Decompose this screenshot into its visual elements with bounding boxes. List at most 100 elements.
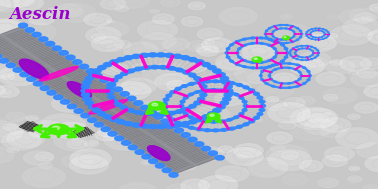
Circle shape	[323, 111, 333, 116]
Circle shape	[229, 127, 235, 130]
Circle shape	[220, 76, 229, 81]
Circle shape	[308, 30, 310, 31]
Circle shape	[208, 112, 216, 116]
Circle shape	[119, 99, 143, 111]
Circle shape	[151, 112, 158, 116]
Ellipse shape	[40, 66, 78, 81]
Circle shape	[283, 36, 290, 40]
Circle shape	[353, 12, 377, 24]
Circle shape	[301, 45, 303, 46]
Circle shape	[350, 70, 378, 88]
Circle shape	[0, 0, 12, 11]
Circle shape	[88, 105, 97, 109]
Circle shape	[280, 39, 282, 40]
Circle shape	[238, 57, 241, 58]
Circle shape	[66, 139, 88, 150]
Circle shape	[142, 154, 151, 159]
Circle shape	[111, 99, 118, 103]
Circle shape	[115, 103, 122, 106]
Circle shape	[270, 78, 272, 80]
Circle shape	[117, 57, 125, 62]
Circle shape	[173, 54, 182, 58]
Circle shape	[149, 125, 157, 129]
Circle shape	[268, 66, 271, 67]
Circle shape	[290, 50, 291, 51]
Circle shape	[39, 113, 87, 136]
Circle shape	[315, 37, 316, 38]
Circle shape	[127, 96, 136, 101]
Circle shape	[108, 95, 115, 99]
Circle shape	[0, 84, 7, 96]
Circle shape	[170, 91, 176, 94]
Circle shape	[281, 83, 283, 84]
Circle shape	[121, 77, 157, 95]
Polygon shape	[0, 26, 218, 174]
Circle shape	[181, 133, 190, 137]
Circle shape	[315, 39, 316, 40]
Circle shape	[313, 36, 314, 37]
Circle shape	[249, 89, 255, 92]
Circle shape	[53, 3, 84, 18]
Circle shape	[338, 55, 372, 72]
Circle shape	[181, 85, 187, 88]
Circle shape	[68, 154, 110, 175]
Circle shape	[19, 23, 28, 28]
Circle shape	[328, 154, 343, 161]
Circle shape	[195, 60, 204, 64]
Circle shape	[296, 28, 299, 29]
Circle shape	[309, 49, 311, 50]
Circle shape	[0, 85, 20, 98]
Circle shape	[165, 124, 174, 128]
Circle shape	[94, 122, 104, 127]
Circle shape	[325, 30, 327, 31]
Circle shape	[115, 75, 122, 79]
Circle shape	[369, 3, 378, 12]
Circle shape	[106, 87, 113, 90]
Circle shape	[148, 9, 160, 14]
Circle shape	[324, 146, 355, 162]
Circle shape	[214, 165, 250, 183]
Circle shape	[254, 92, 259, 95]
Circle shape	[113, 87, 122, 92]
Circle shape	[261, 79, 264, 81]
Circle shape	[38, 162, 54, 170]
Circle shape	[254, 58, 257, 60]
Circle shape	[290, 38, 291, 39]
Circle shape	[274, 69, 277, 70]
Circle shape	[0, 38, 36, 59]
Circle shape	[165, 80, 187, 91]
Circle shape	[102, 62, 129, 76]
Circle shape	[251, 37, 254, 39]
Circle shape	[147, 110, 156, 114]
Circle shape	[47, 91, 56, 95]
Circle shape	[284, 37, 287, 38]
Circle shape	[250, 43, 271, 53]
Circle shape	[223, 80, 231, 84]
Circle shape	[217, 105, 225, 109]
Circle shape	[232, 143, 264, 159]
Circle shape	[175, 121, 181, 124]
Circle shape	[324, 33, 339, 40]
Circle shape	[85, 26, 122, 44]
Circle shape	[183, 70, 190, 74]
Circle shape	[273, 31, 274, 32]
Circle shape	[273, 26, 276, 27]
Circle shape	[285, 52, 289, 54]
Circle shape	[86, 69, 95, 73]
Circle shape	[112, 81, 152, 101]
Circle shape	[121, 141, 130, 145]
Circle shape	[286, 42, 288, 43]
Circle shape	[194, 77, 201, 80]
Circle shape	[16, 59, 57, 80]
Circle shape	[34, 151, 55, 162]
Circle shape	[71, 136, 87, 143]
Circle shape	[235, 64, 239, 65]
Circle shape	[299, 37, 302, 38]
Circle shape	[189, 73, 196, 77]
Circle shape	[155, 163, 164, 168]
Circle shape	[196, 45, 220, 57]
Circle shape	[97, 122, 135, 141]
Circle shape	[116, 181, 159, 189]
Circle shape	[243, 123, 249, 126]
Circle shape	[174, 128, 183, 133]
